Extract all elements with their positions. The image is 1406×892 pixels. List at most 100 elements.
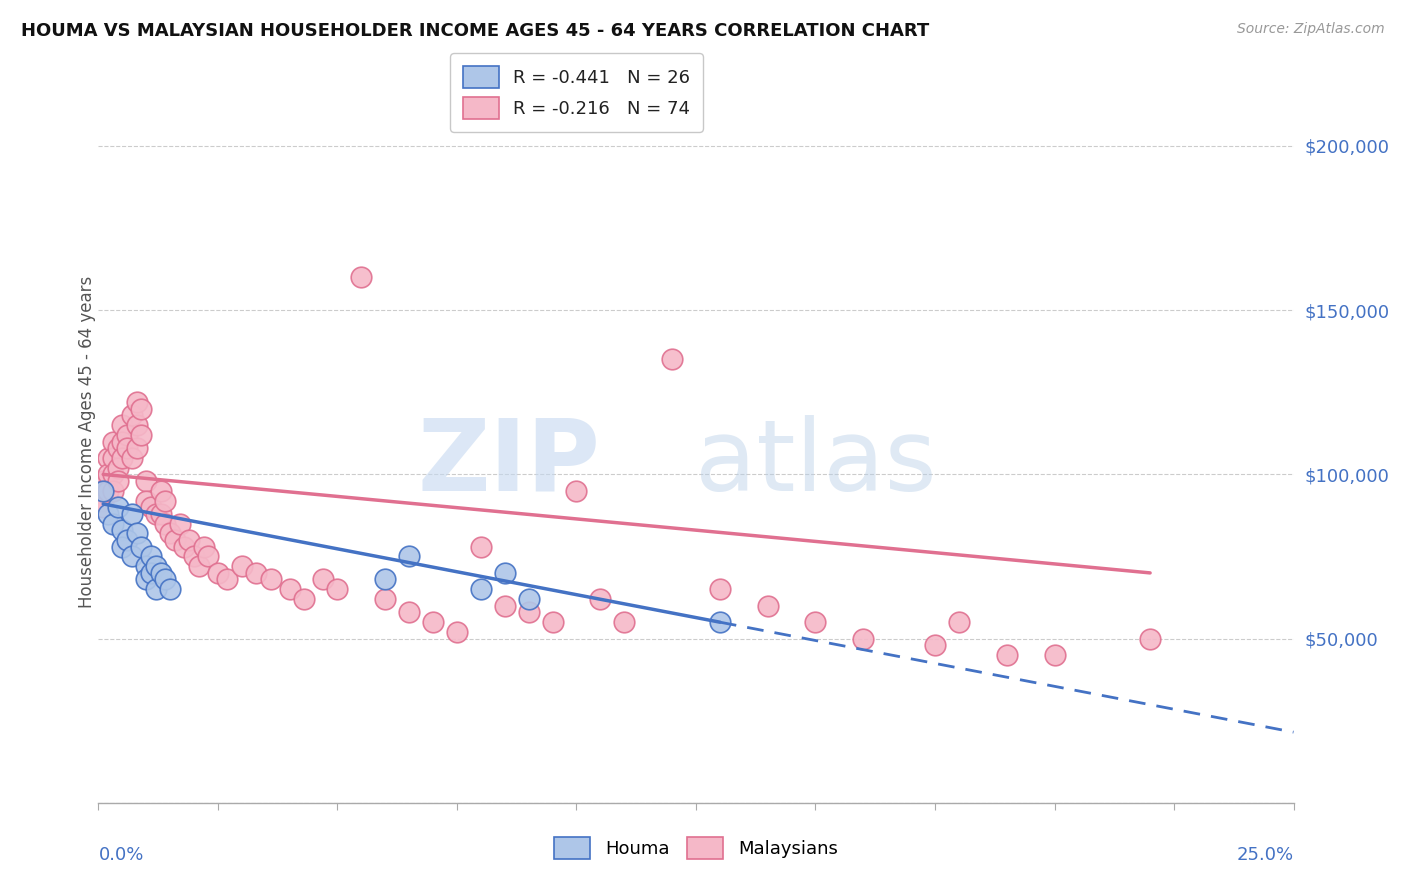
Point xyxy=(125,526,148,541)
Legend: Houma, Malaysians: Houma, Malaysians xyxy=(547,830,845,866)
Point xyxy=(852,632,875,646)
Point xyxy=(135,474,157,488)
Point xyxy=(107,460,129,475)
Point xyxy=(149,566,172,580)
Point xyxy=(97,483,120,498)
Point xyxy=(159,582,181,597)
Text: HOUMA VS MALAYSIAN HOUSEHOLDER INCOME AGES 45 - 64 YEARS CORRELATION CHART: HOUMA VS MALAYSIAN HOUSEHOLDER INCOME AG… xyxy=(21,22,929,40)
Point xyxy=(517,592,540,607)
Point xyxy=(374,573,396,587)
Point xyxy=(259,573,281,587)
Point xyxy=(107,441,129,455)
Point xyxy=(115,428,138,442)
Point xyxy=(541,615,564,630)
Point xyxy=(374,592,396,607)
Point xyxy=(145,559,167,574)
Point xyxy=(709,582,731,597)
Point xyxy=(187,559,209,574)
Point xyxy=(169,516,191,531)
Point xyxy=(159,526,181,541)
Point xyxy=(470,582,492,597)
Point xyxy=(121,507,143,521)
Point xyxy=(107,474,129,488)
Point xyxy=(149,483,172,498)
Point xyxy=(193,540,215,554)
Point xyxy=(278,582,301,597)
Point xyxy=(135,573,157,587)
Point xyxy=(111,450,134,465)
Point xyxy=(91,474,114,488)
Point xyxy=(446,625,468,640)
Point xyxy=(326,582,349,597)
Point xyxy=(995,648,1018,662)
Point xyxy=(135,493,157,508)
Point xyxy=(111,540,134,554)
Point xyxy=(1139,632,1161,646)
Text: Source: ZipAtlas.com: Source: ZipAtlas.com xyxy=(1237,22,1385,37)
Point xyxy=(97,507,120,521)
Text: 0.0%: 0.0% xyxy=(98,847,143,864)
Point xyxy=(173,540,195,554)
Point xyxy=(145,507,167,521)
Point xyxy=(101,450,124,465)
Point xyxy=(115,533,138,547)
Point xyxy=(135,559,157,574)
Point xyxy=(245,566,267,580)
Point xyxy=(101,467,124,482)
Point xyxy=(91,483,114,498)
Text: 25.0%: 25.0% xyxy=(1236,847,1294,864)
Point xyxy=(97,450,120,465)
Point xyxy=(121,549,143,564)
Point xyxy=(197,549,219,564)
Point xyxy=(470,540,492,554)
Point xyxy=(139,549,162,564)
Point xyxy=(589,592,612,607)
Point xyxy=(97,467,120,482)
Point xyxy=(155,573,177,587)
Point xyxy=(101,516,124,531)
Point xyxy=(613,615,636,630)
Text: ZIP: ZIP xyxy=(418,415,600,512)
Point xyxy=(398,605,420,619)
Point xyxy=(231,559,253,574)
Point xyxy=(924,638,946,652)
Point xyxy=(565,483,588,498)
Point xyxy=(149,507,172,521)
Point xyxy=(756,599,779,613)
Point xyxy=(163,533,186,547)
Point xyxy=(101,483,124,498)
Point xyxy=(312,573,335,587)
Point xyxy=(207,566,229,580)
Point xyxy=(91,500,114,515)
Point xyxy=(1043,648,1066,662)
Point xyxy=(139,500,162,515)
Point xyxy=(217,573,239,587)
Point xyxy=(179,533,201,547)
Point xyxy=(292,592,315,607)
Point xyxy=(125,418,148,433)
Point xyxy=(115,441,138,455)
Point xyxy=(111,523,134,537)
Point xyxy=(804,615,827,630)
Point xyxy=(101,434,124,449)
Point xyxy=(517,605,540,619)
Point xyxy=(139,566,162,580)
Point xyxy=(121,450,143,465)
Point xyxy=(350,270,373,285)
Point xyxy=(107,500,129,515)
Point xyxy=(948,615,970,630)
Point xyxy=(422,615,444,630)
Point xyxy=(494,566,516,580)
Point xyxy=(91,483,114,498)
Point xyxy=(131,401,153,416)
Point xyxy=(111,418,134,433)
Point xyxy=(111,434,134,449)
Point xyxy=(131,428,153,442)
Point xyxy=(131,540,153,554)
Point xyxy=(494,599,516,613)
Point xyxy=(145,582,167,597)
Point xyxy=(398,549,420,564)
Y-axis label: Householder Income Ages 45 - 64 years: Householder Income Ages 45 - 64 years xyxy=(79,276,96,607)
Text: atlas: atlas xyxy=(695,415,936,512)
Point xyxy=(91,493,114,508)
